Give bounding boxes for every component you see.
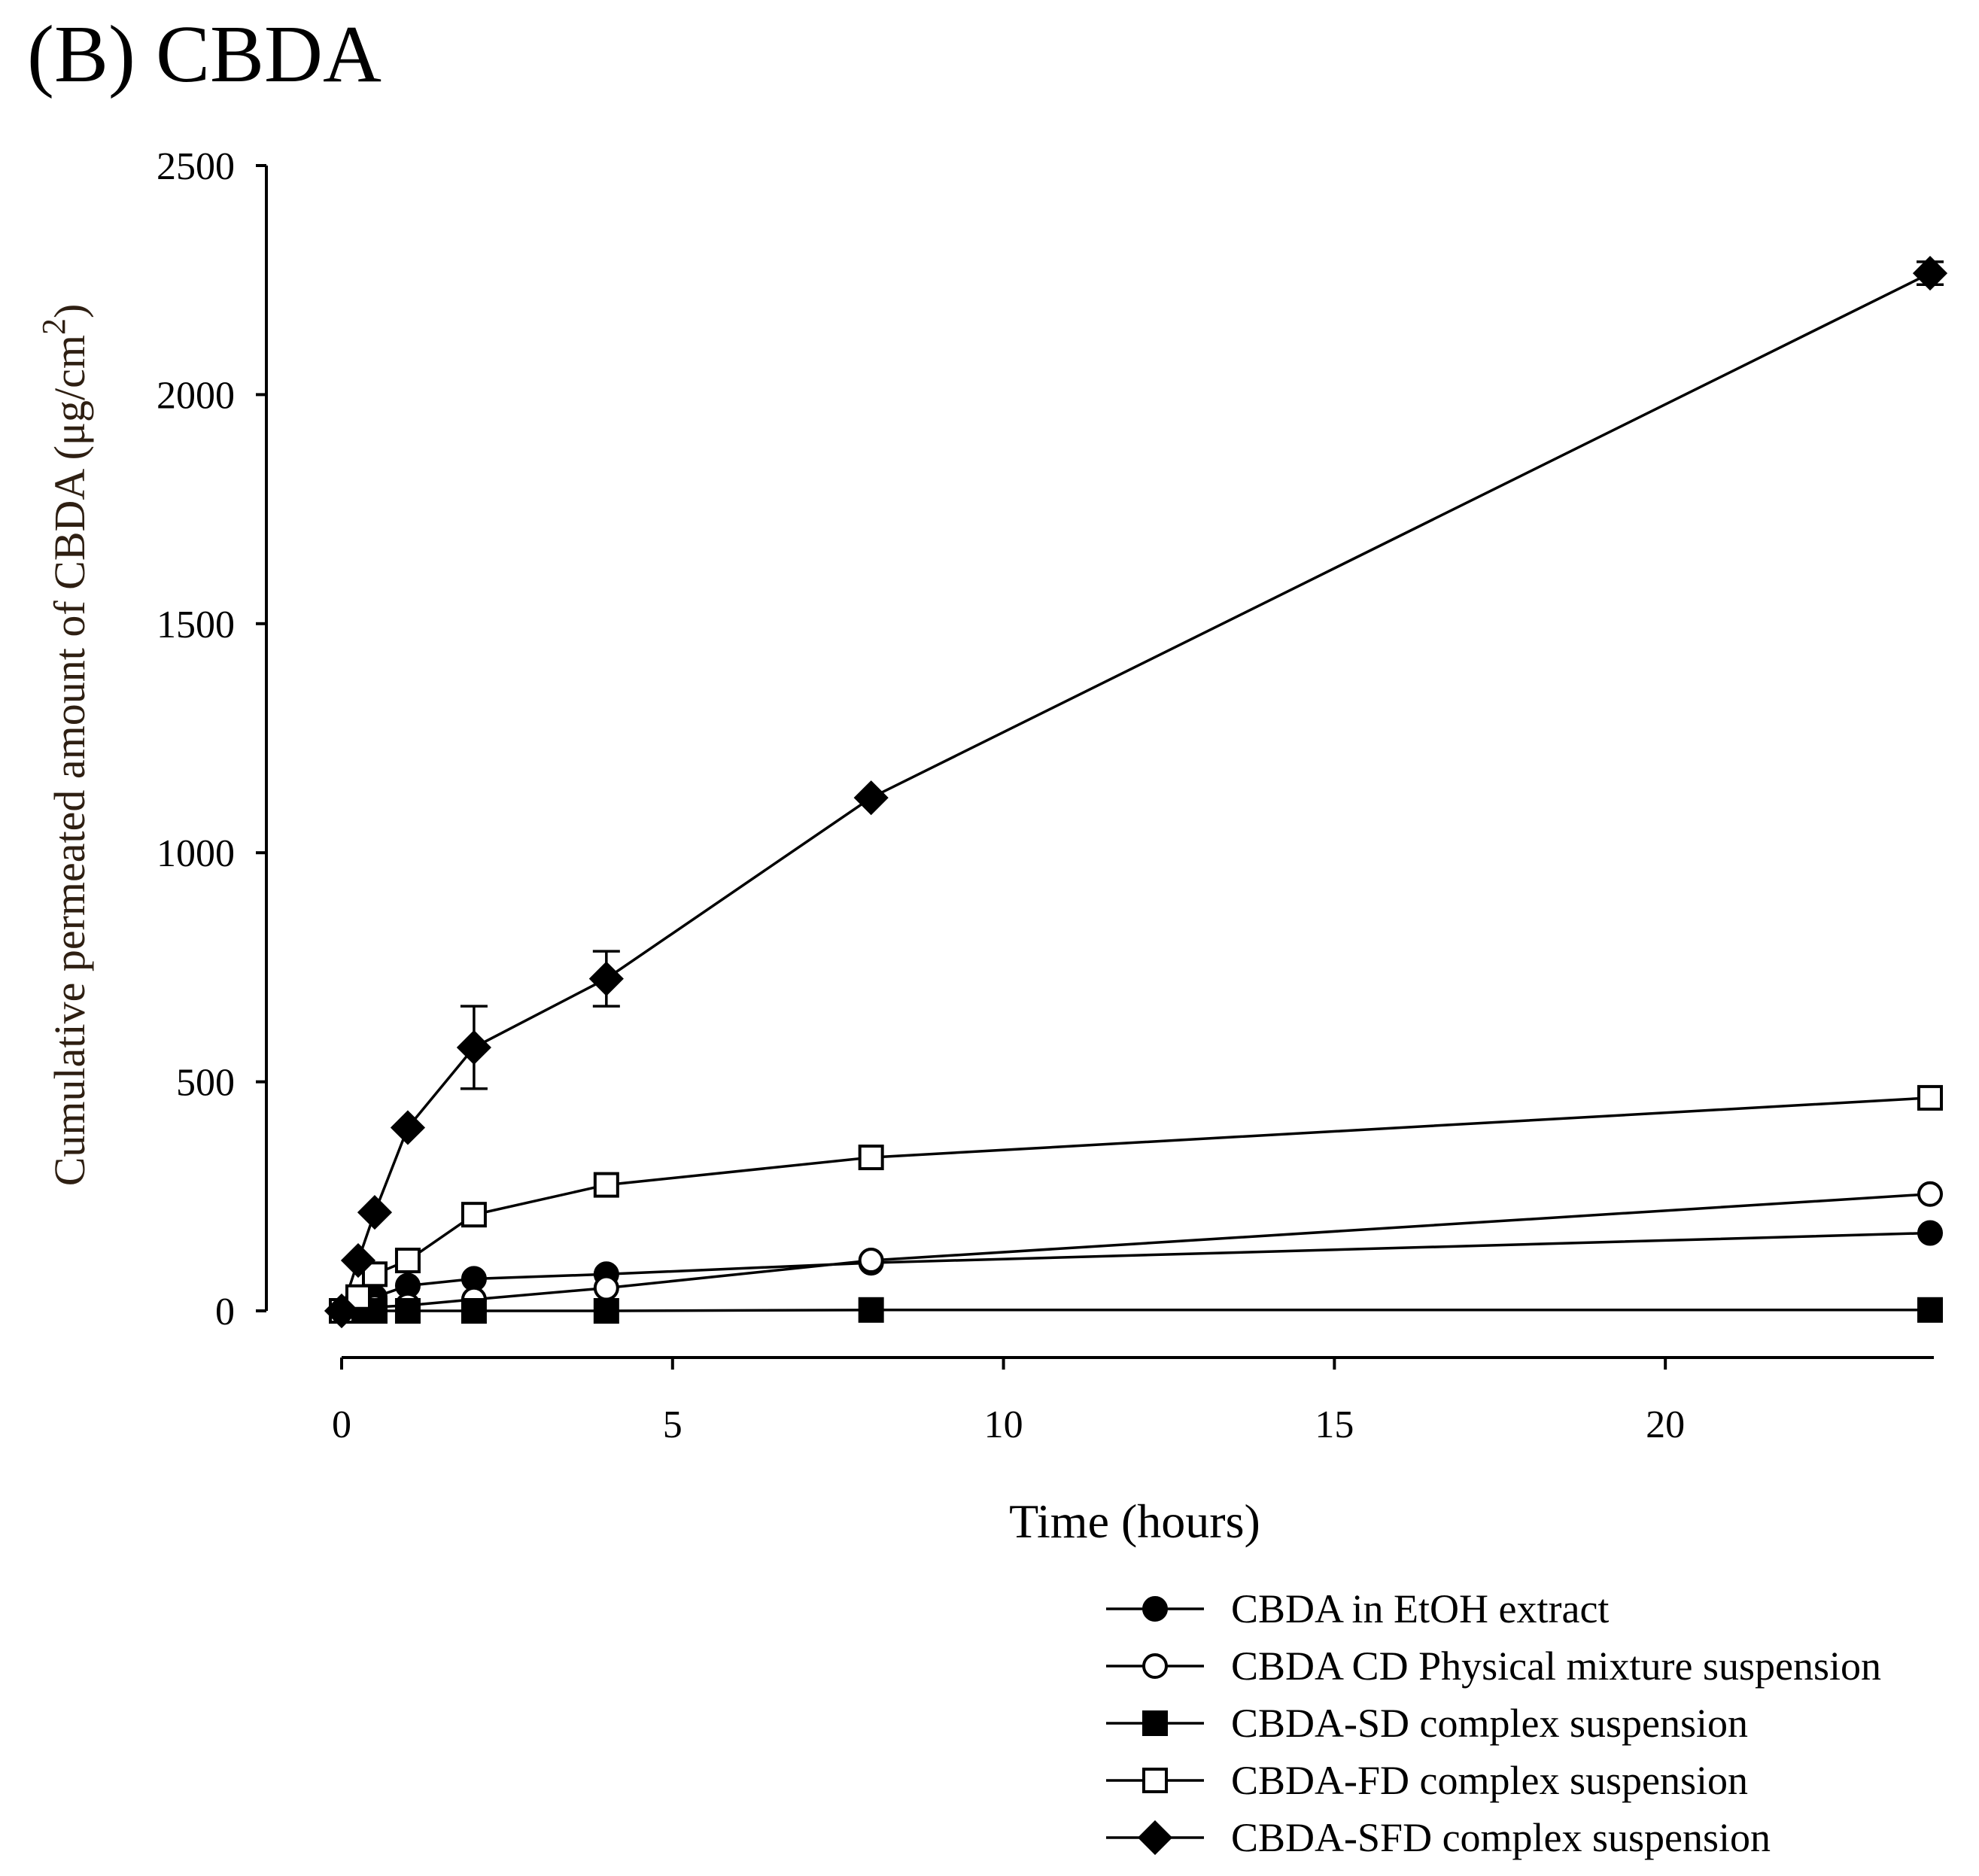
point-cbda-fd-complex-suspension-5 — [593, 1172, 619, 1198]
point-cbda-sfd-complex-suspension-5 — [588, 961, 624, 996]
point-cbda-fd-complex-suspension-3 — [394, 1248, 421, 1274]
series-line-cbda-sd-complex-suspension — [342, 1309, 1930, 1312]
x-tick-label-20: 20 — [1646, 1403, 1685, 1446]
plot-area: 0 500 1000 1500 2000 2500 0 5 10 15 20 — [157, 145, 1948, 1446]
point-cbda-sfd-complex-suspension-4 — [456, 1029, 491, 1066]
legend-label-cbda-cd-physical-mixture-suspension: CBDA CD Physical mixture suspension — [1231, 1643, 1881, 1689]
point-cbda-fd-complex-suspension-6 — [858, 1145, 884, 1171]
series-line-cbda-cd-physical-mixture-suspension — [341, 1193, 1931, 1312]
y-tick-label-0: 0 — [215, 1291, 235, 1333]
legend-label-cbda-fd-complex-suspension: CBDA-FD complex suspension — [1231, 1758, 1748, 1803]
legend-marker-cbda-sfd-complex-suspension — [1137, 1820, 1173, 1856]
legend-item-cbda-in-etoh-extract: CBDA in EtOH extract — [1106, 1586, 1609, 1631]
point-cbda-fd-complex-suspension-4 — [461, 1202, 487, 1228]
legend-label-cbda-sfd-complex-suspension: CBDA-SFD complex suspension — [1231, 1815, 1771, 1860]
legend-item-cbda-sfd-complex-suspension: CBDA-SFD complex suspension — [1106, 1815, 1771, 1860]
y-axis-title-main: Cumulative permeated amount of CBDA (μg/… — [45, 335, 94, 1186]
point-cbda-sfd-complex-suspension-3 — [390, 1110, 426, 1145]
point-cbda-sfd-complex-suspension-2 — [357, 1195, 393, 1230]
point-cbda-cd-physical-mixture-suspension-7 — [1917, 1181, 1943, 1207]
legend-item-cbda-sd-complex-suspension: CBDA-SD complex suspension — [1106, 1701, 1748, 1746]
error-bars — [460, 260, 1944, 1090]
y-tick-label-500: 500 — [176, 1062, 235, 1105]
x-tick-label-5: 5 — [663, 1403, 682, 1446]
point-cbda-fd-complex-suspension-7 — [1917, 1084, 1943, 1111]
y-tick-label-1000: 1000 — [157, 832, 235, 875]
legend-label-cbda-sd-complex-suspension: CBDA-SD complex suspension — [1231, 1701, 1748, 1746]
y-axis-ticks: 0 500 1000 1500 2000 2500 — [157, 145, 266, 1333]
series-line-cbda-sfd-complex-suspension — [340, 272, 1931, 1312]
y-tick-label-1500: 1500 — [157, 604, 235, 646]
point-cbda-sd-complex-suspension-6 — [858, 1297, 884, 1323]
series-line-cbda-fd-complex-suspension — [340, 1096, 1931, 1312]
point-cbda-sd-complex-suspension-5 — [593, 1298, 619, 1324]
y-axis-title: Cumulative permeated amount of CBDA (μg/… — [35, 304, 94, 1187]
x-axis-ticks: 0 5 10 15 20 — [332, 1358, 1685, 1446]
point-cbda-sd-complex-suspension-4 — [461, 1298, 487, 1324]
point-cbda-sfd-complex-suspension-6 — [853, 780, 889, 816]
x-tick-label-0: 0 — [332, 1403, 351, 1446]
legend-item-cbda-cd-physical-mixture-suspension: CBDA CD Physical mixture suspension — [1106, 1643, 1881, 1689]
panel-title: (B) CBDA — [27, 10, 382, 99]
x-tick-label-10: 10 — [984, 1403, 1023, 1446]
series-lines — [340, 272, 1931, 1312]
legend-marker-cbda-fd-complex-suspension — [1142, 1768, 1168, 1793]
legend-label-cbda-in-etoh-extract: CBDA in EtOH extract — [1231, 1586, 1609, 1631]
point-cbda-sfd-complex-suspension-7 — [1912, 255, 1948, 291]
point-cbda-sd-complex-suspension-3 — [394, 1298, 421, 1324]
legend: CBDA in EtOH extract CBDA CD Physical mix… — [1106, 1586, 1881, 1860]
point-cbda-sd-complex-suspension-7 — [1917, 1297, 1943, 1323]
legend-marker-cbda-sd-complex-suspension — [1142, 1710, 1168, 1736]
legend-marker-cbda-in-etoh-extract — [1142, 1596, 1168, 1622]
point-cbda-sd-complex-suspension-2 — [361, 1298, 388, 1324]
y-axis-title-close: ) — [45, 304, 94, 318]
point-cbda-sfd-complex-suspension-0 — [324, 1293, 360, 1329]
legend-marker-cbda-cd-physical-mixture-suspension — [1142, 1653, 1168, 1679]
legend-item-cbda-fd-complex-suspension: CBDA-FD complex suspension — [1106, 1758, 1748, 1803]
x-tick-label-15: 15 — [1315, 1403, 1354, 1446]
point-cbda-cd-physical-mixture-suspension-6 — [858, 1248, 884, 1274]
y-tick-label-2500: 2500 — [157, 145, 235, 188]
point-cbda-fd-complex-suspension-2 — [361, 1261, 388, 1288]
point-cbda-in-etoh-extract-7 — [1917, 1220, 1943, 1246]
point-cbda-cd-physical-mixture-suspension-5 — [593, 1275, 619, 1301]
series-markers — [324, 255, 1948, 1329]
x-axis-title: Time (hours) — [1009, 1494, 1260, 1548]
y-tick-label-2000: 2000 — [157, 374, 235, 417]
y-axis-title-superscript: 2 — [35, 318, 72, 335]
point-cbda-sfd-complex-suspension-1 — [340, 1242, 376, 1279]
